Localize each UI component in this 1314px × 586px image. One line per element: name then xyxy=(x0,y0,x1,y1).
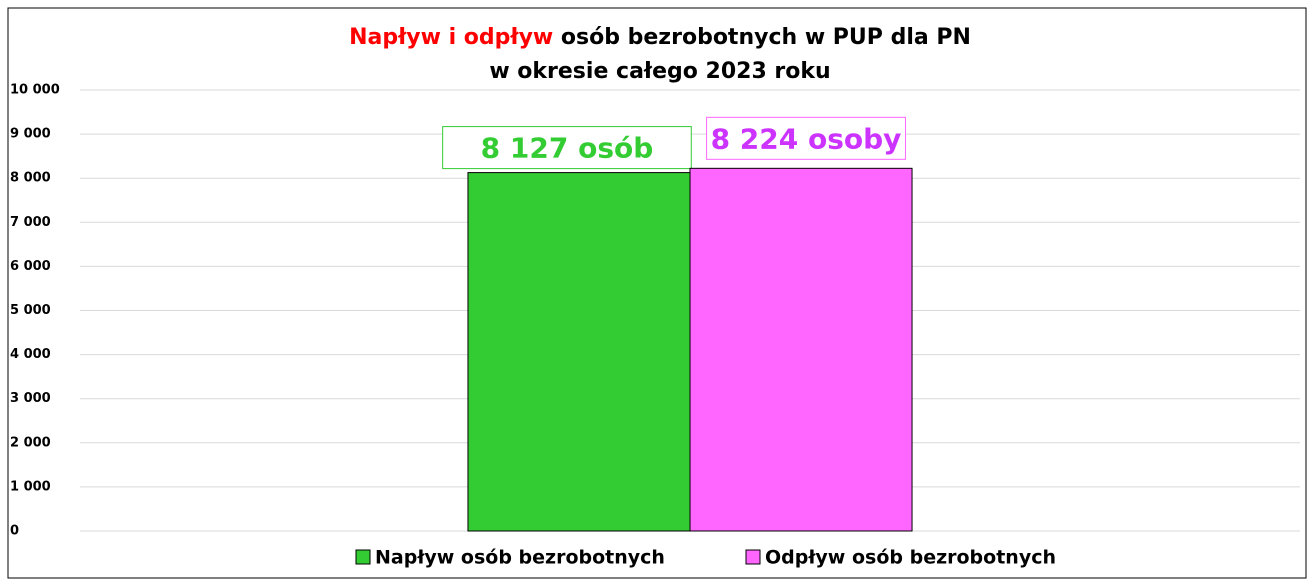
y-tick-label: 10 000 xyxy=(10,83,60,98)
legend-label: Napływ osób bezrobotnych xyxy=(375,547,665,569)
y-tick-label: 6 000 xyxy=(10,259,51,274)
chart-subtitle: w okresie całego 2023 roku xyxy=(489,59,830,84)
bar xyxy=(689,167,913,532)
y-tick-label: 9 000 xyxy=(10,127,51,142)
data-label-box xyxy=(442,126,692,170)
y-tick-label: 0 xyxy=(10,524,19,539)
y-tick-label: 7 000 xyxy=(10,215,51,230)
y-tick-label: 5 000 xyxy=(10,303,51,318)
legend-swatch xyxy=(745,549,761,565)
data-label: 8 224 osoby xyxy=(711,122,902,155)
title-space xyxy=(553,25,561,50)
y-tick-label: 2 000 xyxy=(10,435,51,450)
y-tick-label: 8 000 xyxy=(10,171,51,186)
legend-swatch xyxy=(355,549,371,565)
title-rest: osób bezrobotnych w PUP dla PN xyxy=(561,25,971,50)
y-tick-label: 4 000 xyxy=(10,347,51,362)
bar xyxy=(467,172,691,532)
legend-label: Odpływ osób bezrobotnych xyxy=(765,547,1056,569)
title-highlight: Napływ i odpływ xyxy=(349,25,553,50)
chart-title: Napływ i odpływ osób bezrobotnych w PUP … xyxy=(349,25,971,50)
data-label: 8 127 osób xyxy=(481,132,654,165)
y-tick-label: 1 000 xyxy=(10,479,51,494)
y-tick-label: 3 000 xyxy=(10,391,51,406)
data-label-box xyxy=(706,116,906,160)
